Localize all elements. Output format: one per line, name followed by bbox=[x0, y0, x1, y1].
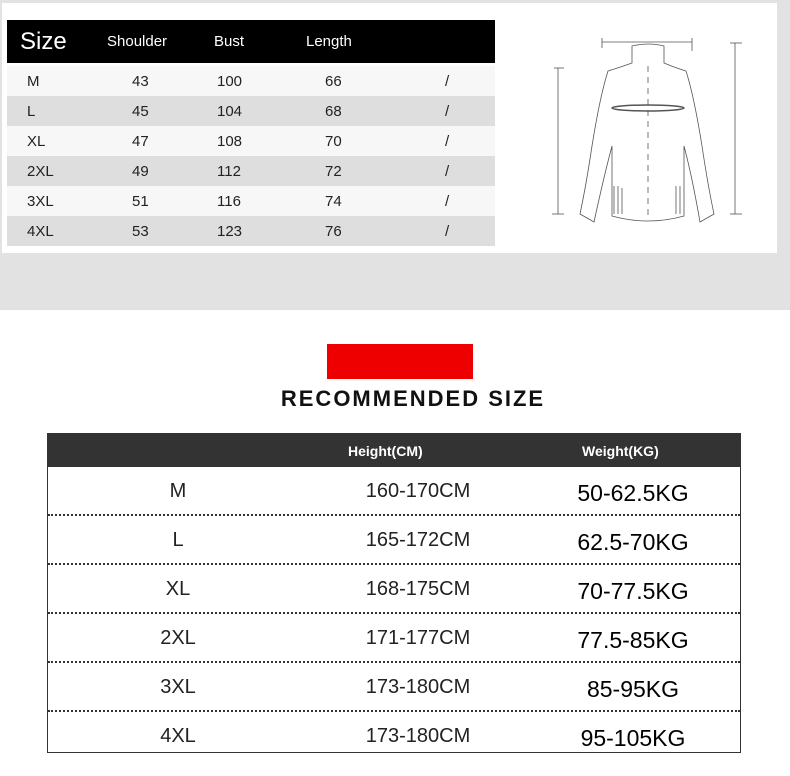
recommended-row: M 160-170CM 50-62.5KG bbox=[48, 467, 740, 516]
recommended-table-header: Height(CM) Weight(KG) bbox=[48, 434, 740, 467]
cell-height: 171-177CM bbox=[365, 627, 471, 649]
recommended-size-table: Height(CM) Weight(KG) M 160-170CM 50-62.5K… bbox=[47, 433, 741, 753]
cell-height: 173-180CM bbox=[365, 676, 471, 698]
cell-weight: 70-77.5KG bbox=[577, 578, 689, 604]
cell-extra: / bbox=[445, 103, 450, 120]
measurement-row: M 43 100 66 / bbox=[7, 66, 495, 96]
cell-size: 4XL bbox=[160, 725, 196, 747]
cell-size: L bbox=[27, 103, 36, 120]
recommended-row: 4XL 173-180CM 95-105KG bbox=[48, 712, 740, 759]
cell-size: L bbox=[172, 529, 184, 551]
cell-size: XL bbox=[165, 578, 191, 600]
header-shoulder: Shoulder bbox=[107, 33, 168, 50]
cell-weight: 50-62.5KG bbox=[577, 480, 689, 506]
recommended-row: L 165-172CM 62.5-70KG bbox=[48, 516, 740, 565]
cell-height: 165-172CM bbox=[365, 529, 471, 551]
recommended-size-title: RECOMMENDED SIZE bbox=[280, 386, 546, 411]
measurement-row: L 45 104 68 / bbox=[7, 96, 495, 126]
cell-weight: 62.5-70KG bbox=[577, 529, 689, 555]
cell-extra: / bbox=[445, 163, 450, 180]
cell-size: 2XL bbox=[27, 163, 54, 180]
red-banner-block bbox=[327, 344, 473, 379]
recommended-row: 2XL 171-177CM 77.5-85KG bbox=[48, 614, 740, 663]
cell-shoulder: 47 bbox=[132, 133, 149, 150]
cell-size: 3XL bbox=[27, 193, 54, 210]
cell-extra: / bbox=[445, 73, 450, 90]
measurement-table-header: Size Shoulder Bust Length bbox=[7, 20, 495, 63]
cell-bust: 104 bbox=[217, 103, 243, 120]
cell-bust: 100 bbox=[217, 73, 243, 90]
cell-size: M bbox=[27, 73, 40, 90]
cell-bust: 116 bbox=[217, 193, 241, 210]
cell-bust: 112 bbox=[217, 163, 241, 180]
header-size: Size bbox=[20, 28, 67, 55]
cell-length: 68 bbox=[325, 103, 342, 120]
measurement-row: 2XL 49 112 72 / bbox=[7, 156, 495, 186]
cell-length: 76 bbox=[325, 223, 342, 240]
cell-shoulder: 51 bbox=[132, 193, 149, 210]
cell-size: 2XL bbox=[160, 627, 196, 649]
measurement-row: XL 47 108 70 / bbox=[7, 126, 495, 156]
cell-shoulder: 49 bbox=[132, 163, 149, 180]
cell-bust: 123 bbox=[217, 223, 243, 240]
header-bust: Bust bbox=[214, 33, 245, 50]
cell-length: 72 bbox=[325, 163, 342, 180]
recommended-row: XL 168-175CM 70-77.5KG bbox=[48, 565, 740, 614]
cell-weight: 95-105KG bbox=[580, 725, 686, 751]
measurement-row: 3XL 51 116 74 / bbox=[7, 186, 495, 216]
cell-height: 173-180CM bbox=[365, 725, 471, 747]
cell-height: 160-170CM bbox=[365, 480, 471, 502]
recommended-row: 3XL 173-180CM 85-95KG bbox=[48, 663, 740, 712]
cell-height: 168-175CM bbox=[365, 578, 471, 600]
cell-length: 70 bbox=[325, 133, 342, 150]
cell-size: XL bbox=[27, 133, 46, 150]
cell-extra: / bbox=[445, 133, 450, 150]
cell-size: 4XL bbox=[27, 223, 54, 240]
cell-extra: / bbox=[445, 193, 450, 210]
header-height: Height(CM) bbox=[348, 443, 423, 459]
cell-bust: 108 bbox=[217, 133, 243, 150]
cell-shoulder: 53 bbox=[132, 223, 149, 240]
cell-length: 66 bbox=[325, 73, 342, 90]
cell-weight: 77.5-85KG bbox=[577, 627, 689, 653]
cell-size: 3XL bbox=[160, 676, 196, 698]
header-length: Length bbox=[306, 33, 352, 50]
cell-size: M bbox=[169, 480, 187, 502]
cell-weight: 85-95KG bbox=[586, 676, 680, 702]
cell-extra: / bbox=[445, 223, 450, 240]
measurement-row: 4XL 53 123 76 / bbox=[7, 216, 495, 246]
measurement-table: Size Shoulder Bust Length M 43 100 66 / L 45 10… bbox=[7, 20, 495, 246]
cell-shoulder: 45 bbox=[132, 103, 149, 120]
header-weight: Weight(KG) bbox=[582, 443, 659, 459]
cell-length: 74 bbox=[325, 193, 342, 210]
cell-shoulder: 43 bbox=[132, 73, 149, 90]
garment-diagram bbox=[552, 38, 742, 223]
